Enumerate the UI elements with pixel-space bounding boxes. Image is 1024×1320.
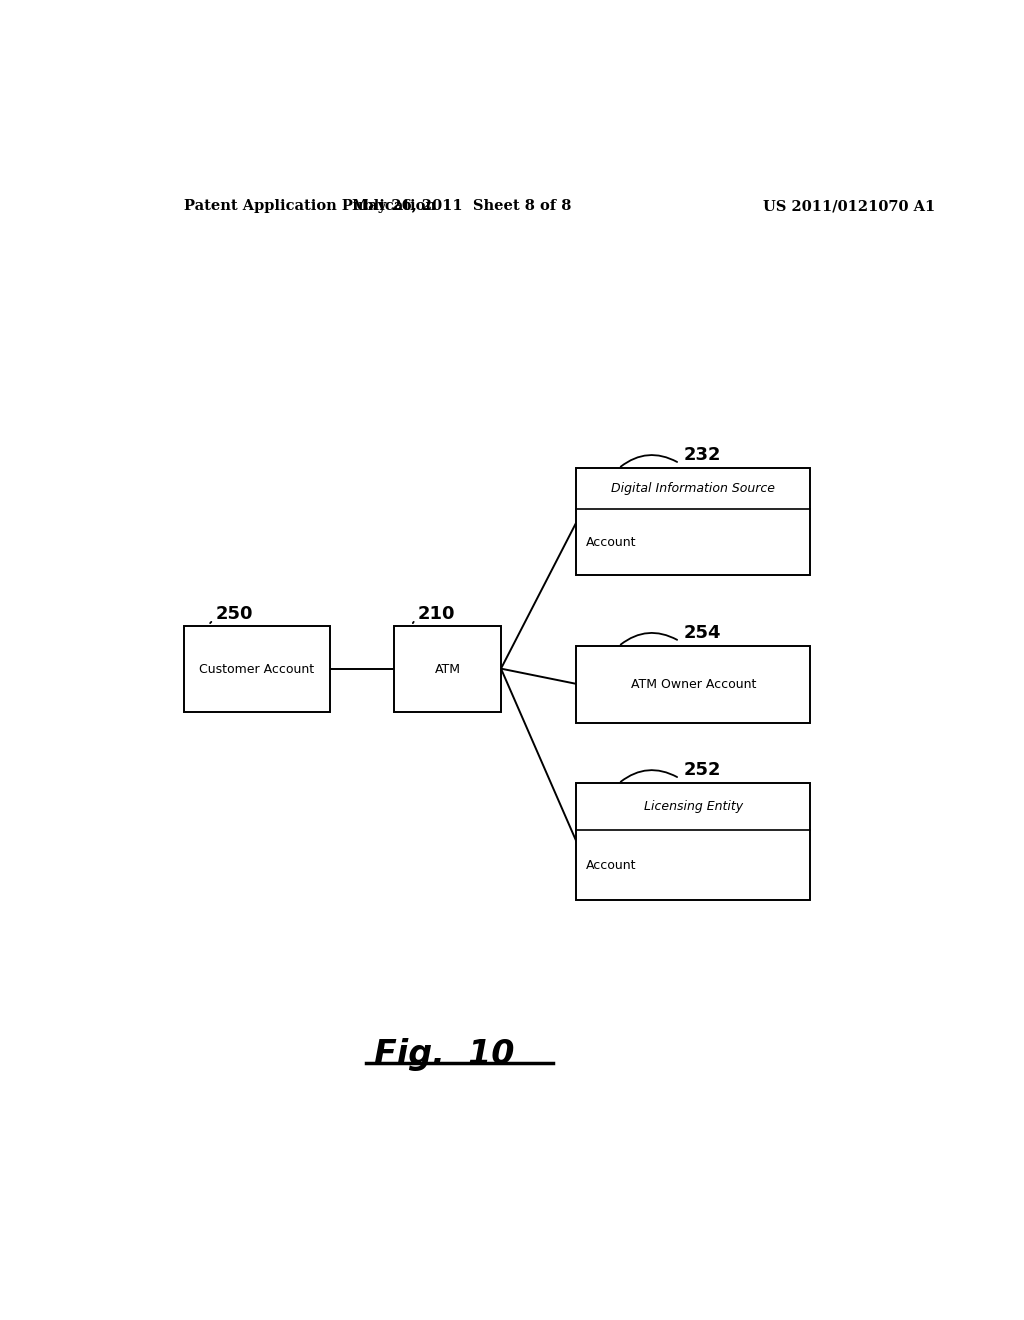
Bar <box>577 469 811 576</box>
Text: Patent Application Publication: Patent Application Publication <box>183 199 435 213</box>
Text: Digital Information Source: Digital Information Source <box>611 482 775 495</box>
Text: Customer Account: Customer Account <box>200 663 314 676</box>
Bar <box>577 784 811 900</box>
Text: May 26, 2011  Sheet 8 of 8: May 26, 2011 Sheet 8 of 8 <box>351 199 571 213</box>
Text: Fig.  10: Fig. 10 <box>374 1039 514 1072</box>
Text: 210: 210 <box>418 605 455 623</box>
Text: 232: 232 <box>684 446 721 465</box>
Bar <box>394 626 501 713</box>
Text: Account: Account <box>586 536 636 549</box>
Bar <box>577 647 811 722</box>
Text: Licensing Entity: Licensing Entity <box>644 800 743 813</box>
Text: Account: Account <box>586 859 636 871</box>
Text: ATM: ATM <box>434 663 461 676</box>
Text: ATM Owner Account: ATM Owner Account <box>631 678 756 690</box>
Text: 250: 250 <box>215 605 253 623</box>
Bar <box>183 626 331 713</box>
Text: US 2011/0121070 A1: US 2011/0121070 A1 <box>763 199 935 213</box>
Text: 252: 252 <box>684 762 721 779</box>
Text: 254: 254 <box>684 624 721 642</box>
